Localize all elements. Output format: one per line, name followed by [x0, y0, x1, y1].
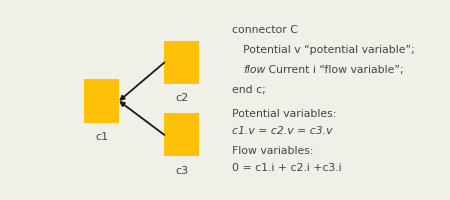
Text: c1: c1	[95, 132, 108, 142]
Text: c1.v = c2.v = c3.v: c1.v = c2.v = c3.v	[232, 126, 333, 136]
Text: Potential variables:: Potential variables:	[232, 109, 337, 119]
Text: end c;: end c;	[232, 85, 266, 95]
Text: Current i “flow variable”;: Current i “flow variable”;	[265, 65, 404, 75]
Bar	[164, 113, 199, 156]
Bar	[84, 79, 119, 123]
Text: flow: flow	[243, 65, 265, 75]
Text: connector C: connector C	[232, 25, 298, 35]
Text: Flow variables:: Flow variables:	[232, 146, 314, 156]
Bar	[164, 41, 199, 84]
Text: c2: c2	[175, 93, 189, 103]
Text: c3: c3	[175, 166, 189, 176]
Text: Potential v “potential variable”;: Potential v “potential variable”;	[243, 45, 414, 55]
Text: 0 = c1.i + c2.i +c3.i: 0 = c1.i + c2.i +c3.i	[232, 163, 342, 173]
